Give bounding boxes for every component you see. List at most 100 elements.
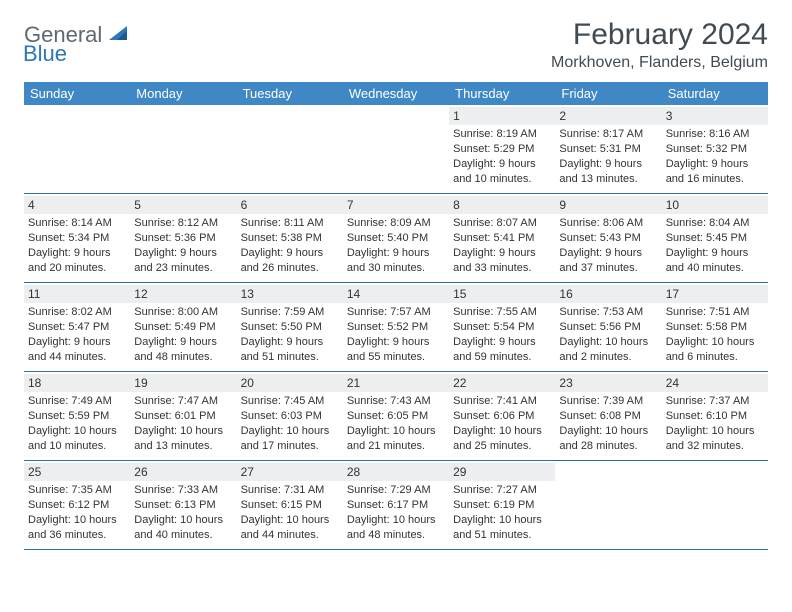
date-number: 14 (343, 285, 449, 303)
month-title: February 2024 (551, 18, 768, 52)
day-cell: 22Sunrise: 7:41 AMSunset: 6:06 PMDayligh… (449, 372, 555, 460)
sunset-text: Sunset: 6:05 PM (347, 409, 445, 424)
daylight-text: Daylight: 10 hours (666, 335, 764, 350)
sunset-text: Sunset: 5:36 PM (134, 231, 232, 246)
day-header: Sunday (24, 82, 130, 105)
date-number: 27 (237, 463, 343, 481)
week-row: 1Sunrise: 8:19 AMSunset: 5:29 PMDaylight… (24, 105, 768, 194)
date-number: 22 (449, 374, 555, 392)
day-cell: 15Sunrise: 7:55 AMSunset: 5:54 PMDayligh… (449, 283, 555, 371)
sunrise-text: Sunrise: 8:11 AM (241, 216, 339, 231)
sunrise-text: Sunrise: 7:43 AM (347, 394, 445, 409)
sunset-text: Sunset: 5:40 PM (347, 231, 445, 246)
daylight-text-2: and 23 minutes. (134, 261, 232, 276)
daylight-text-2: and 37 minutes. (559, 261, 657, 276)
date-number: 11 (24, 285, 130, 303)
page-header: General Blue February 2024 Morkhoven, Fl… (24, 18, 768, 72)
daylight-text-2: and 44 minutes. (28, 350, 126, 365)
daylight-text: Daylight: 9 hours (347, 335, 445, 350)
day-cell (343, 105, 449, 193)
daylight-text-2: and 51 minutes. (453, 528, 551, 543)
daylight-text: Daylight: 9 hours (559, 157, 657, 172)
daylight-text: Daylight: 10 hours (559, 424, 657, 439)
day-cell: 7Sunrise: 8:09 AMSunset: 5:40 PMDaylight… (343, 194, 449, 282)
sunset-text: Sunset: 6:08 PM (559, 409, 657, 424)
day-cell: 24Sunrise: 7:37 AMSunset: 6:10 PMDayligh… (662, 372, 768, 460)
daylight-text-2: and 55 minutes. (347, 350, 445, 365)
date-number: 21 (343, 374, 449, 392)
sunset-text: Sunset: 5:45 PM (666, 231, 764, 246)
sunset-text: Sunset: 5:54 PM (453, 320, 551, 335)
daylight-text-2: and 13 minutes. (559, 172, 657, 187)
date-number: 26 (130, 463, 236, 481)
week-row: 4Sunrise: 8:14 AMSunset: 5:34 PMDaylight… (24, 194, 768, 283)
date-number: 24 (662, 374, 768, 392)
daylight-text: Daylight: 9 hours (134, 335, 232, 350)
daylight-text: Daylight: 9 hours (241, 246, 339, 261)
date-number: 18 (24, 374, 130, 392)
daylight-text: Daylight: 10 hours (28, 513, 126, 528)
location-label: Morkhoven, Flanders, Belgium (551, 54, 768, 72)
day-header: Friday (555, 82, 661, 105)
daylight-text-2: and 2 minutes. (559, 350, 657, 365)
daylight-text-2: and 20 minutes. (28, 261, 126, 276)
daylight-text-2: and 40 minutes. (134, 528, 232, 543)
logo-triangle-icon (109, 29, 131, 46)
date-number: 9 (555, 196, 661, 214)
daylight-text: Daylight: 9 hours (241, 335, 339, 350)
date-number: 20 (237, 374, 343, 392)
date-number: 1 (449, 107, 555, 125)
sunset-text: Sunset: 5:34 PM (28, 231, 126, 246)
daylight-text: Daylight: 10 hours (28, 424, 126, 439)
day-cell: 26Sunrise: 7:33 AMSunset: 6:13 PMDayligh… (130, 461, 236, 549)
sunrise-text: Sunrise: 7:35 AM (28, 483, 126, 498)
date-number: 12 (130, 285, 236, 303)
day-cell: 25Sunrise: 7:35 AMSunset: 6:12 PMDayligh… (24, 461, 130, 549)
sunrise-text: Sunrise: 8:19 AM (453, 127, 551, 142)
daylight-text: Daylight: 9 hours (28, 246, 126, 261)
date-number: 23 (555, 374, 661, 392)
sunset-text: Sunset: 5:31 PM (559, 142, 657, 157)
daylight-text-2: and 48 minutes. (347, 528, 445, 543)
day-cell: 21 Sunrise: 7:43 AMSunset: 6:05 PMDayligh… (343, 372, 449, 460)
date-number: 6 (237, 196, 343, 214)
daylight-text: Daylight: 10 hours (347, 424, 445, 439)
sunset-text: Sunset: 5:43 PM (559, 231, 657, 246)
sunrise-text: Sunrise: 8:07 AM (453, 216, 551, 231)
daylight-text: Daylight: 10 hours (134, 513, 232, 528)
sunrise-text: Sunrise: 7:55 AM (453, 305, 551, 320)
date-number: 13 (237, 285, 343, 303)
week-row: 25Sunrise: 7:35 AMSunset: 6:12 PMDayligh… (24, 461, 768, 550)
day-header: Tuesday (237, 82, 343, 105)
daylight-text-2: and 30 minutes. (347, 261, 445, 276)
sunset-text: Sunset: 6:19 PM (453, 498, 551, 513)
daylight-text-2: and 21 minutes. (347, 439, 445, 454)
sunrise-text: Sunrise: 7:27 AM (453, 483, 551, 498)
day-cell: 16Sunrise: 7:53 AMSunset: 5:56 PMDayligh… (555, 283, 661, 371)
daylight-text-2: and 25 minutes. (453, 439, 551, 454)
daylight-text-2: and 51 minutes. (241, 350, 339, 365)
week-row: 11Sunrise: 8:02 AMSunset: 5:47 PMDayligh… (24, 283, 768, 372)
daylight-text-2: and 48 minutes. (134, 350, 232, 365)
daylight-text-2: and 10 minutes. (28, 439, 126, 454)
date-number: 17 (662, 285, 768, 303)
sunrise-text: Sunrise: 7:51 AM (666, 305, 764, 320)
day-cell: 6Sunrise: 8:11 AMSunset: 5:38 PMDaylight… (237, 194, 343, 282)
date-number: 16 (555, 285, 661, 303)
daylight-text: Daylight: 10 hours (453, 513, 551, 528)
sunrise-text: Sunrise: 7:37 AM (666, 394, 764, 409)
daylight-text-2: and 33 minutes. (453, 261, 551, 276)
daylight-text: Daylight: 10 hours (559, 335, 657, 350)
daylight-text-2: and 10 minutes. (453, 172, 551, 187)
sunrise-text: Sunrise: 8:16 AM (666, 127, 764, 142)
daylight-text-2: and 44 minutes. (241, 528, 339, 543)
day-cell (555, 461, 661, 549)
daylight-text-2: and 16 minutes. (666, 172, 764, 187)
day-cell (662, 461, 768, 549)
day-cell: 13Sunrise: 7:59 AMSunset: 5:50 PMDayligh… (237, 283, 343, 371)
daylight-text: Daylight: 10 hours (241, 424, 339, 439)
date-number: 4 (24, 196, 130, 214)
sunrise-text: Sunrise: 7:45 AM (241, 394, 339, 409)
daylight-text-2: and 36 minutes. (28, 528, 126, 543)
sunset-text: Sunset: 6:03 PM (241, 409, 339, 424)
